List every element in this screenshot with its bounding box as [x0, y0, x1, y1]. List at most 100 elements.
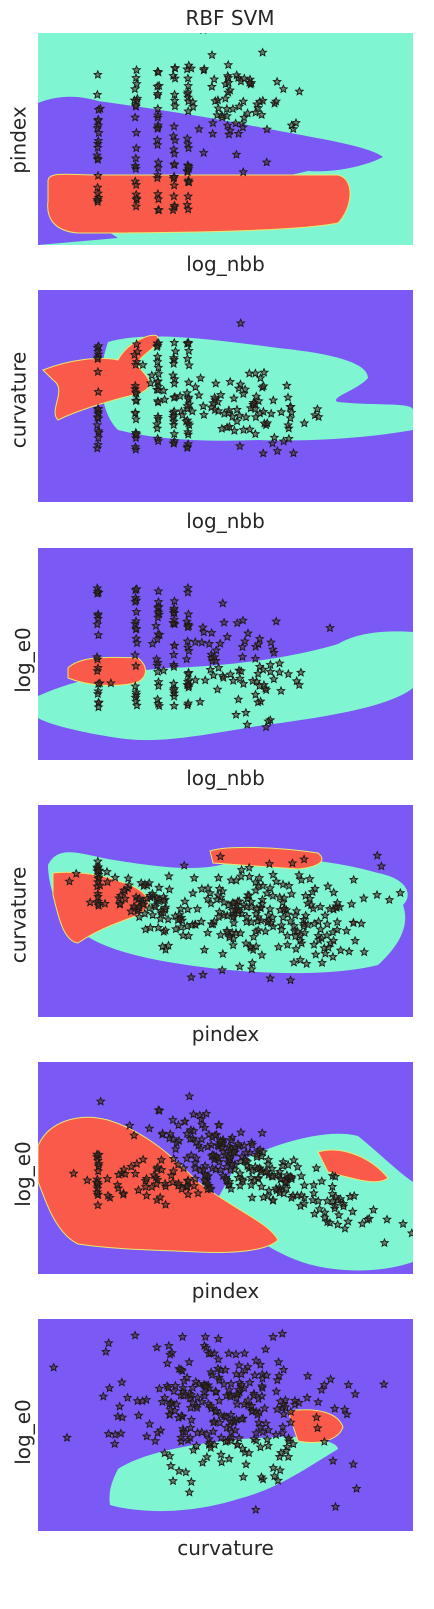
data-point — [260, 1418, 271, 1428]
data-point — [334, 901, 345, 912]
data-point — [188, 1109, 199, 1119]
data-point — [217, 885, 228, 896]
data-point — [230, 118, 241, 128]
data-point — [296, 874, 307, 885]
data-point — [92, 412, 103, 422]
data-point — [178, 1382, 188, 1393]
data-point — [158, 665, 169, 675]
data-point — [228, 940, 239, 950]
data-point — [302, 898, 313, 908]
data-point — [277, 1427, 288, 1438]
data-point — [194, 390, 204, 400]
data-point — [100, 1346, 111, 1356]
data-point — [163, 1340, 174, 1351]
subplot-6 — [38, 1319, 413, 1531]
data-point — [139, 908, 150, 918]
data-point — [256, 1471, 267, 1482]
data-point — [256, 949, 267, 960]
data-point — [238, 615, 248, 625]
data-point — [133, 1410, 144, 1420]
data-point — [273, 1357, 284, 1367]
data-point — [152, 694, 163, 704]
subplot-2-canvas — [38, 290, 413, 502]
data-point — [257, 1380, 267, 1391]
data-point — [348, 874, 359, 884]
data-point — [195, 373, 206, 383]
data-point — [260, 1344, 271, 1354]
data-point — [238, 1471, 249, 1482]
data-point — [286, 1192, 297, 1203]
data-point — [201, 1342, 212, 1353]
data-point — [174, 1363, 184, 1374]
data-point — [146, 1181, 157, 1192]
data-point — [263, 910, 274, 920]
data-point — [147, 888, 158, 898]
data-point — [242, 890, 253, 900]
subplot-4 — [38, 805, 413, 1017]
data-point — [248, 397, 259, 407]
data-point — [283, 433, 294, 443]
data-point — [211, 645, 222, 655]
data-point — [278, 1364, 289, 1374]
data-point — [247, 1192, 258, 1202]
data-point — [251, 1355, 262, 1365]
data-point — [169, 337, 180, 347]
data-point — [184, 177, 195, 187]
data-point — [131, 64, 142, 75]
data-point — [406, 1228, 413, 1238]
data-point — [219, 909, 229, 920]
data-point — [118, 885, 129, 895]
data-point — [210, 1386, 221, 1396]
data-point — [147, 638, 158, 648]
data-point — [92, 1177, 103, 1188]
data-point — [322, 1195, 333, 1206]
data-point — [327, 1181, 338, 1191]
data-point — [245, 403, 256, 413]
data-point — [332, 916, 343, 927]
data-point — [259, 367, 270, 377]
data-point — [281, 380, 292, 390]
data-point — [255, 1441, 266, 1452]
data-point — [308, 1195, 318, 1205]
data-point — [223, 1348, 234, 1358]
data-point — [286, 407, 297, 417]
data-point — [250, 1504, 261, 1514]
data-point — [214, 1119, 224, 1130]
data-point — [263, 1154, 274, 1165]
data-point — [152, 1427, 163, 1438]
data-point — [153, 680, 164, 691]
data-point — [276, 924, 287, 934]
data-point — [225, 669, 236, 679]
data-point — [92, 122, 103, 133]
data-point — [179, 1116, 190, 1126]
data-point — [130, 100, 141, 110]
data-point — [152, 123, 163, 133]
data-point — [82, 1175, 93, 1185]
data-point — [193, 1188, 204, 1198]
data-point — [204, 1129, 214, 1139]
data-point — [188, 101, 199, 112]
data-point — [225, 85, 235, 95]
data-point — [93, 346, 103, 356]
data-point — [309, 939, 319, 949]
data-point — [93, 425, 104, 436]
data-point — [48, 1362, 59, 1372]
data-point — [272, 1404, 283, 1414]
data-point — [92, 89, 103, 99]
data-point — [244, 1447, 254, 1458]
data-point — [233, 128, 244, 138]
data-point — [254, 1417, 264, 1427]
data-point — [223, 72, 234, 83]
data-point — [217, 965, 228, 975]
data-point — [302, 1370, 313, 1381]
data-point — [159, 394, 170, 404]
data-point — [317, 957, 328, 968]
data-point — [164, 1398, 175, 1409]
data-point — [169, 596, 180, 606]
data-point — [252, 99, 262, 109]
data-point — [256, 1390, 267, 1401]
data-point — [196, 1143, 206, 1153]
data-point — [169, 700, 179, 711]
data-point — [226, 1435, 236, 1445]
data-point — [269, 1471, 280, 1481]
